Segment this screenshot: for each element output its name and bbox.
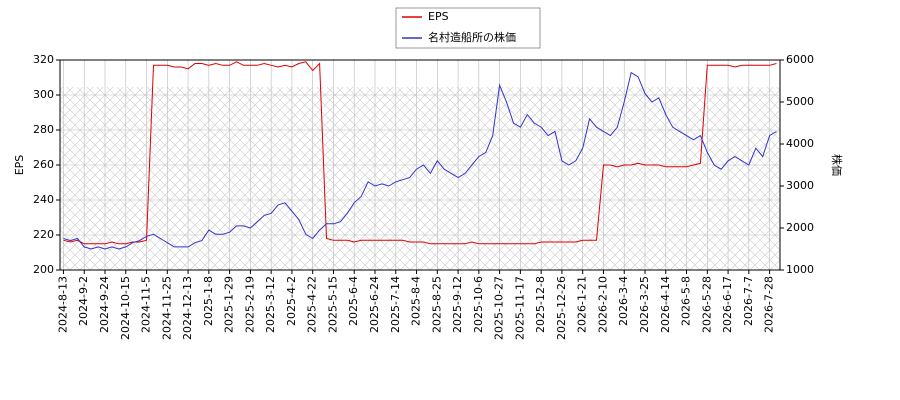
y2-tick-label: 4000 <box>786 137 814 150</box>
y-tick-label: 240 <box>33 193 54 206</box>
x-tick-label: 2024-9-24 <box>98 276 111 333</box>
x-tick-label: 2024-12-13 <box>181 276 194 340</box>
y-tick-label: 220 <box>33 228 54 241</box>
x-tick-label: 2024-9-2 <box>77 276 90 326</box>
x-tick-label: 2025-11-17 <box>513 276 526 340</box>
x-tick-label: 2026-6-17 <box>721 276 734 333</box>
x-tick-label: 2025-12-26 <box>555 276 568 340</box>
x-tick-label: 2025-10-6 <box>472 276 485 333</box>
y-tick-label: 200 <box>33 263 54 276</box>
y-tick-label: 300 <box>33 88 54 101</box>
y2-tick-label: 6000 <box>786 53 814 66</box>
x-tick-label: 2024-10-15 <box>119 276 132 340</box>
x-tick-label: 2024-11-25 <box>160 276 173 340</box>
series-line <box>63 71 777 250</box>
x-tick-label: 2026-1-21 <box>576 276 589 333</box>
y2-tick-label: 2000 <box>786 221 814 234</box>
y-axis-label: EPS <box>13 155 26 176</box>
series-line <box>63 61 777 245</box>
y-tick-label: 260 <box>33 158 54 171</box>
x-tick-label: 2026-7-28 <box>763 276 776 333</box>
x-tick-label: 2025-4-2 <box>285 276 298 326</box>
legend <box>395 7 541 49</box>
y2-axis-label: 株価 <box>830 154 844 176</box>
plot <box>60 59 780 271</box>
x-tick-label: 2026-5-8 <box>680 276 693 326</box>
x-tick-label: 2026-5-28 <box>700 276 713 333</box>
x-tick-label: 2026-3-4 <box>617 276 630 326</box>
x-tick-label: 2025-4-22 <box>306 276 319 333</box>
y-tick-label: 280 <box>33 123 54 136</box>
x-tick-label: 2024-8-13 <box>56 276 69 333</box>
y2-tick-label: 1000 <box>786 263 814 276</box>
x-tick-label: 2025-1-29 <box>223 276 236 333</box>
legend-label: 名村造船所の株価 <box>428 30 516 44</box>
x-tick-label: 2026-4-14 <box>659 276 672 333</box>
x-tick-label: 2025-2-19 <box>243 276 256 333</box>
hatch-area <box>60 87 780 270</box>
y-tick-label: 320 <box>33 53 54 66</box>
legend-label: EPS <box>428 10 449 23</box>
x-tick-label: 2025-10-27 <box>493 276 506 340</box>
x-tick-label: 2025-8-25 <box>430 276 443 333</box>
x-tick-label: 2025-12-8 <box>534 276 547 333</box>
x-tick-label: 2025-6-24 <box>368 276 381 333</box>
x-tick-label: 2024-11-5 <box>140 276 153 333</box>
x-tick-label: 2025-1-8 <box>202 276 215 326</box>
x-tick-label: 2025-6-4 <box>347 276 360 326</box>
x-tick-label: 2026-2-10 <box>596 276 609 333</box>
x-tick-label: 2026-7-7 <box>742 276 755 326</box>
x-tick-label: 2025-8-4 <box>410 276 423 326</box>
y2-tick-label: 3000 <box>786 179 814 192</box>
x-tick-label: 2025-9-12 <box>451 276 464 333</box>
x-tick-label: 2025-3-12 <box>264 276 277 333</box>
x-tick-label: 2026-3-25 <box>638 276 651 333</box>
x-tick-label: 2025-5-15 <box>326 276 339 333</box>
x-tick-label: 2025-7-14 <box>389 276 402 333</box>
y2-tick-label: 5000 <box>786 95 814 108</box>
